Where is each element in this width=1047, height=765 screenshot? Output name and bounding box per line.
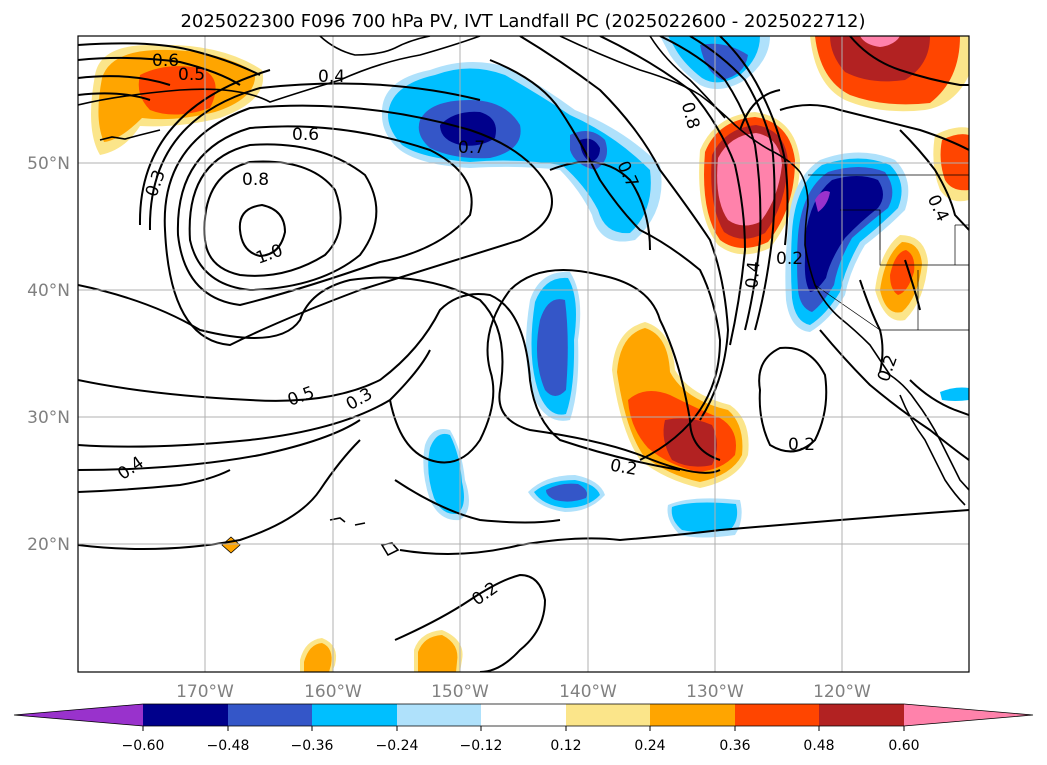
- lat-label-40n: 40°N: [27, 281, 70, 301]
- colorbar-tick-label: −0.48: [207, 738, 250, 754]
- contour-label: 0.2: [788, 435, 815, 455]
- contour-label: 0.8: [242, 170, 269, 190]
- lon-label-140w: 140°W: [559, 682, 617, 702]
- colorbar-tick-labels: −0.60 −0.48 −0.36 −0.24 −0.12 0.12 0.24 …: [122, 738, 920, 754]
- contour-label: 0.4: [318, 67, 345, 87]
- colorbar-tick-label: 0.12: [550, 738, 581, 754]
- lat-label-20n: 20°N: [27, 535, 70, 555]
- contour-label: 0.6: [292, 125, 319, 145]
- latitude-labels: 50°N 40°N 30°N 20°N: [27, 154, 70, 555]
- lon-label-150w: 150°W: [431, 682, 489, 702]
- colorbar: −0.60 −0.48 −0.36 −0.24 −0.12 0.12 0.24 …: [13, 703, 1034, 754]
- contour-label: 0.4: [742, 261, 764, 290]
- colorbar-tick-label: −0.36: [291, 738, 334, 754]
- lon-label-170w: 170°W: [176, 682, 234, 702]
- colorbar-ticks: [142, 726, 905, 731]
- colorbar-tick-label: −0.12: [460, 738, 503, 754]
- colorbar-segment: [566, 704, 650, 726]
- colorbar-segment: [143, 704, 228, 726]
- anomaly-negative-southwest: [423, 429, 469, 521]
- anomaly-negative-central: [526, 271, 581, 421]
- longitude-labels: 170°W 160°W 150°W 140°W 130°W 120°W: [176, 682, 871, 702]
- colorbar-extend-high: [904, 704, 1033, 726]
- anomaly-negative-north-central: [381, 61, 662, 242]
- lat-label-30n: 30°N: [27, 408, 70, 428]
- contour-label: 0.2: [776, 249, 803, 269]
- colorbar-segment: [819, 704, 904, 726]
- lon-label-160w: 160°W: [304, 682, 362, 702]
- pv-contours: [78, 36, 969, 672]
- map-frame: [77, 35, 970, 673]
- contour-label: 0.7: [458, 138, 485, 158]
- anomaly-positive-northeast: [810, 36, 969, 112]
- gridlines: [78, 36, 969, 672]
- contour-label: 0.2: [608, 456, 638, 480]
- colorbar-tick-label: 0.48: [803, 738, 834, 754]
- anomaly-negative-south: [528, 475, 605, 512]
- map-title: 2025022300 F096 700 hPa PV, IVT Landfall…: [180, 11, 865, 32]
- colorbar-segment: [228, 704, 312, 726]
- lon-label-130w: 130°W: [686, 682, 744, 702]
- colorbar-tick-label: 0.24: [634, 738, 665, 754]
- colorbar-extend-low: [14, 704, 143, 726]
- colorbar-segment: [735, 704, 819, 726]
- contour-label: 0.5: [178, 65, 205, 85]
- colorbar-segment: [312, 704, 397, 726]
- contour-label: 0.6: [152, 51, 179, 71]
- colorbar-tick-label: −0.60: [122, 738, 165, 754]
- lat-label-50n: 50°N: [27, 154, 70, 174]
- anomaly-negative-east-small: [940, 387, 969, 401]
- colorbar-segment: [650, 704, 735, 726]
- colorbar-tick-label: 0.60: [888, 738, 919, 754]
- colorbar-segment: [397, 704, 481, 726]
- anomaly-negative-southeast: [667, 498, 742, 538]
- anomaly-positive-interior: [875, 235, 928, 321]
- colorbar-segment: [481, 704, 566, 726]
- coastlines: [78, 36, 969, 557]
- colorbar-tick-label: −0.24: [376, 738, 419, 754]
- lon-label-120w: 120°W: [813, 682, 871, 702]
- colorbar-tick-label: 0.36: [719, 738, 750, 754]
- anomaly-positive-bottom: [300, 630, 463, 672]
